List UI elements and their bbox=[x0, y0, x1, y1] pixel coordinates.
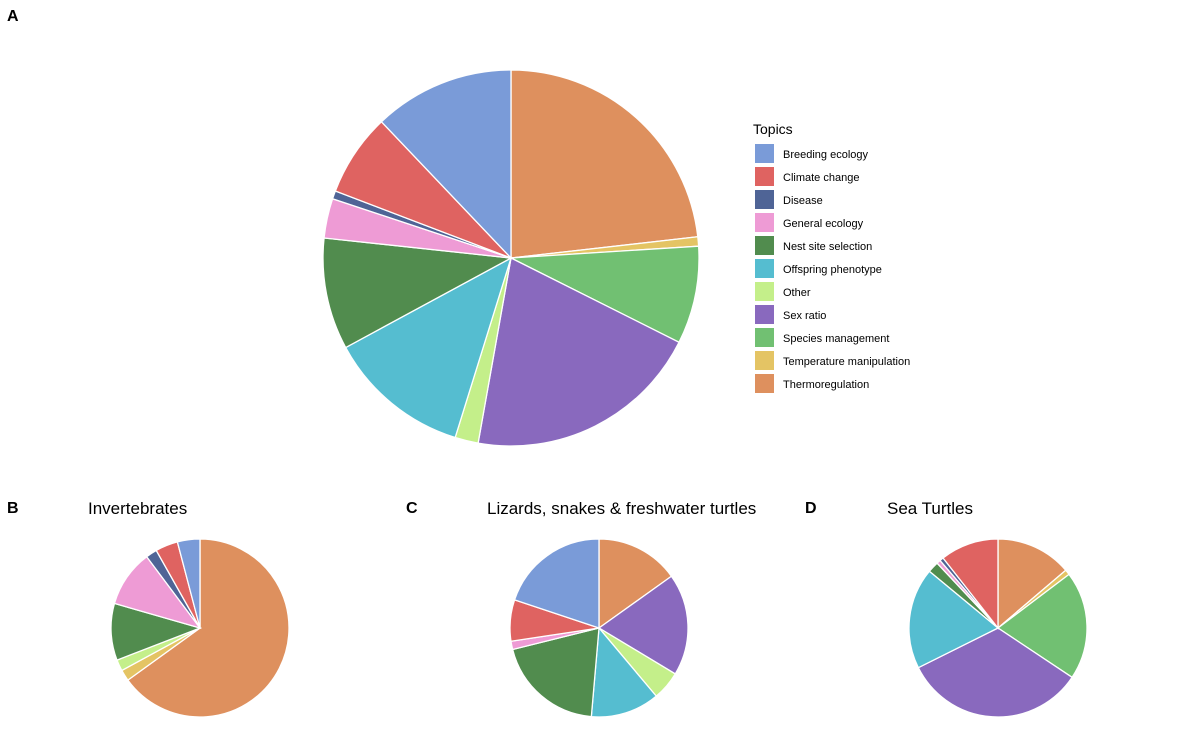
legend-swatch-species-management bbox=[755, 328, 774, 347]
legend-label-other: Other bbox=[783, 287, 811, 299]
legend-label-climate-change: Climate change bbox=[783, 172, 859, 184]
legend-label-temperature-manipulation: Temperature manipulation bbox=[783, 356, 910, 368]
legend-label-breeding-ecology: Breeding ecology bbox=[783, 149, 869, 161]
legend-swatch-temperature-manipulation bbox=[755, 351, 774, 370]
pie-slice-c-offspring-phenotype bbox=[590, 626, 658, 718]
pie-slice-d-climate-change bbox=[942, 538, 999, 630]
pie-slice-a-sex-ratio bbox=[477, 257, 680, 447]
pie-slice-a-nest-site-selection bbox=[322, 237, 514, 349]
pie-slice-d-thermoregulation bbox=[997, 538, 1067, 630]
panel-title-c: Lizards, snakes & freshwater turtles bbox=[487, 499, 756, 518]
pie-slice-a-thermoregulation bbox=[510, 69, 699, 259]
legend-label-disease: Disease bbox=[783, 195, 823, 207]
pie-chart-d bbox=[908, 538, 1088, 718]
panel-letter-c: C bbox=[406, 500, 418, 517]
legend-swatch-nest-site-selection bbox=[755, 236, 774, 255]
pie-slice-c-breeding-ecology bbox=[513, 538, 600, 629]
legend-label-thermoregulation: Thermoregulation bbox=[783, 379, 869, 391]
legend-swatch-breeding-ecology bbox=[755, 144, 774, 163]
legend-label-species-management: Species management bbox=[783, 333, 889, 345]
pie-slice-c-thermoregulation bbox=[598, 538, 673, 630]
pie-chart-c bbox=[509, 538, 689, 718]
legend-label-general-ecology: General ecology bbox=[783, 218, 864, 230]
pie-slice-c-nest-site-selection bbox=[511, 627, 600, 718]
legend-swatch-offspring-phenotype bbox=[755, 259, 774, 278]
legend-label-nest-site-selection: Nest site selection bbox=[783, 241, 872, 253]
legend-swatch-other bbox=[755, 282, 774, 301]
pie-slice-d-offspring-phenotype bbox=[908, 570, 1000, 669]
pie-slice-b-thermoregulation bbox=[126, 538, 290, 718]
pie-slice-b-breeding-ecology bbox=[176, 538, 201, 629]
panel-letter-d: D bbox=[805, 500, 817, 517]
panel-letter-a: A bbox=[7, 8, 19, 25]
pie-chart-b bbox=[110, 538, 290, 718]
legend-title: Topics bbox=[753, 121, 793, 137]
panel-title-d: Sea Turtles bbox=[887, 499, 973, 518]
pie-chart-a bbox=[322, 69, 700, 447]
pie-slice-d-sex-ratio bbox=[917, 627, 1073, 718]
legend-swatch-general-ecology bbox=[755, 213, 774, 232]
pie-slice-c-sex-ratio bbox=[597, 575, 689, 675]
legend-swatch-climate-change bbox=[755, 167, 774, 186]
legend-label-sex-ratio: Sex ratio bbox=[783, 310, 826, 322]
pie-slice-a-offspring-phenotype bbox=[344, 256, 513, 439]
pie-slice-a-breeding-ecology bbox=[380, 69, 512, 260]
legend-label-offspring-phenotype: Offspring phenotype bbox=[783, 264, 882, 276]
legend: Topics Breeding ecology Climate change Dis… bbox=[753, 121, 910, 393]
pie-slice-d-species-management bbox=[996, 573, 1088, 679]
legend-swatch-sex-ratio bbox=[755, 305, 774, 324]
panel-title-b: Invertebrates bbox=[88, 499, 187, 518]
legend-swatch-disease bbox=[755, 190, 774, 209]
pie-slice-a-species-management bbox=[508, 245, 700, 344]
legend-swatch-thermoregulation bbox=[755, 374, 774, 393]
panel-letter-b: B bbox=[7, 500, 19, 517]
